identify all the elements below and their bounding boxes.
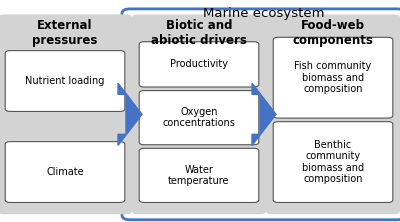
Text: Productivity: Productivity [170,59,228,69]
Text: Nutrient loading: Nutrient loading [25,76,105,86]
Text: Food-web
components: Food-web components [292,19,374,47]
FancyBboxPatch shape [132,14,266,214]
FancyBboxPatch shape [139,91,259,145]
Text: External
pressures: External pressures [32,19,98,47]
Text: Biotic and
abiotic drivers: Biotic and abiotic drivers [151,19,247,47]
FancyBboxPatch shape [273,37,393,118]
Text: Climate: Climate [46,167,84,177]
Text: Water
temperature: Water temperature [168,165,230,186]
FancyBboxPatch shape [5,51,125,111]
FancyBboxPatch shape [273,122,393,202]
FancyBboxPatch shape [0,14,132,214]
Text: Oxygen
concentrations: Oxygen concentrations [162,107,236,129]
Polygon shape [252,83,276,145]
FancyBboxPatch shape [139,42,259,87]
Text: Fish community
biomass and
composition: Fish community biomass and composition [294,61,372,94]
FancyBboxPatch shape [5,142,125,202]
FancyBboxPatch shape [122,9,400,220]
Text: Benthic
community
biomass and
composition: Benthic community biomass and compositio… [302,140,364,184]
Text: Marine ecosystem: Marine ecosystem [203,7,324,20]
FancyBboxPatch shape [266,14,400,214]
Polygon shape [118,83,142,145]
FancyBboxPatch shape [139,148,259,202]
